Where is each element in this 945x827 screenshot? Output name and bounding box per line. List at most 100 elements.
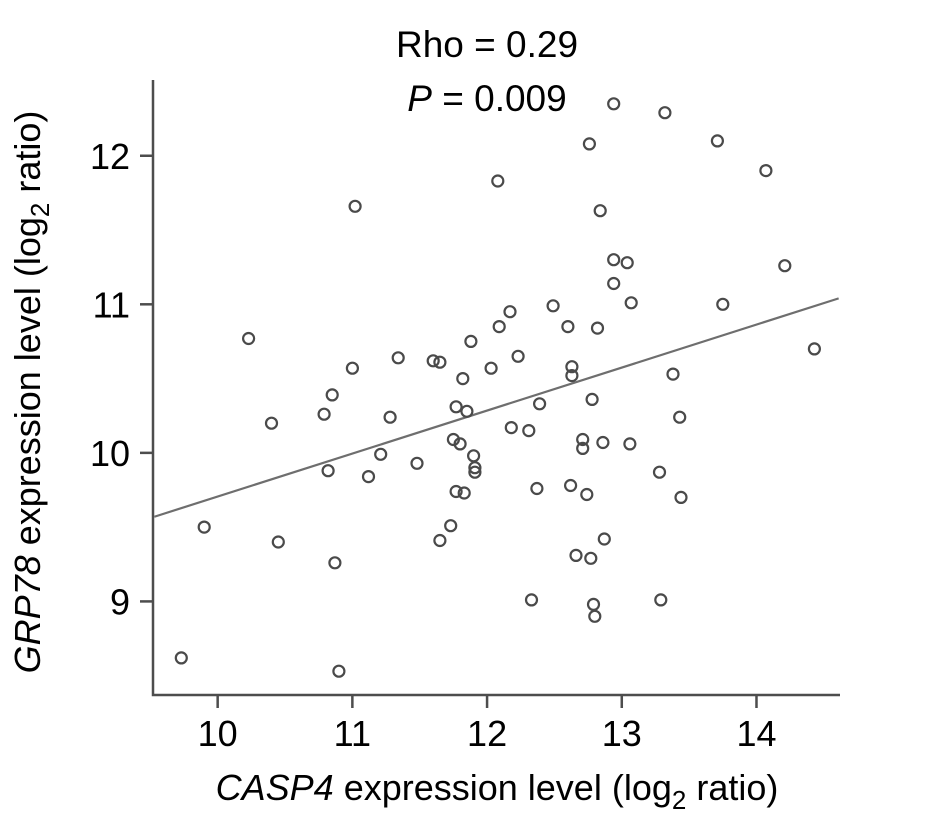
data-point — [652, 465, 667, 479]
data-point — [197, 520, 211, 534]
data-point — [607, 97, 621, 111]
y-axis-gene-name: GRP78 — [7, 555, 48, 673]
data-point — [468, 465, 482, 479]
data-point — [624, 296, 638, 310]
data-point — [511, 349, 525, 363]
data-point — [491, 174, 505, 188]
data-point — [374, 447, 388, 461]
data-point — [174, 651, 188, 665]
data-point — [590, 321, 605, 335]
data-point — [503, 305, 517, 319]
data-point — [433, 355, 447, 369]
data-point — [532, 397, 547, 411]
data-point — [565, 360, 579, 374]
data-point — [576, 432, 590, 447]
data-point — [778, 259, 792, 273]
data-point — [410, 456, 424, 470]
y-tick-label: 9 — [110, 581, 130, 622]
y-axis-log-subscript: 2 — [25, 203, 55, 217]
data-point — [271, 535, 285, 549]
data-point — [468, 461, 482, 475]
x-axis-log-subscript: 2 — [672, 785, 686, 815]
data-point — [666, 367, 680, 381]
data-point — [565, 369, 579, 383]
data-point — [807, 342, 822, 356]
data-point — [759, 164, 773, 178]
data-point — [460, 404, 474, 418]
data-point — [588, 609, 602, 623]
data-point — [658, 106, 672, 120]
data-point — [561, 320, 575, 334]
data-point — [457, 486, 471, 500]
data-point — [345, 361, 359, 375]
data-point — [332, 664, 346, 678]
data-point — [467, 449, 481, 463]
data-point — [580, 487, 594, 502]
data-point — [383, 410, 397, 424]
y-tick-label: 12 — [90, 136, 130, 177]
x-tick-label: 11 — [334, 713, 371, 754]
data-point — [504, 421, 518, 435]
data-point — [585, 392, 599, 406]
data-point — [593, 204, 607, 218]
data-point — [264, 416, 279, 430]
data-point — [522, 424, 536, 438]
x-axis-gene-name: CASP4 — [216, 767, 334, 808]
data-point — [716, 297, 730, 311]
data-point — [569, 548, 583, 563]
data-point — [456, 372, 470, 386]
x-axis-title-text: expression level (log — [334, 767, 672, 808]
data-point — [391, 351, 405, 365]
data-point — [673, 410, 687, 424]
data-point — [325, 388, 339, 402]
plot-area: 10 11 12 13 14 9 10 11 12 — [90, 80, 840, 754]
x-axis-title-tail: ratio) — [686, 767, 778, 808]
data-point — [449, 400, 463, 414]
data-point — [623, 437, 637, 451]
data-point — [597, 532, 611, 546]
data-point — [674, 490, 688, 504]
x-tick-label: 13 — [602, 713, 642, 754]
data-point — [582, 137, 597, 151]
y-tick-label: 10 — [90, 433, 130, 474]
x-tick-label: 12 — [467, 713, 507, 754]
data-point — [607, 253, 621, 267]
y-axis-title-tail: ratio) — [7, 111, 48, 203]
stat-annotation-rho: Rho = 0.29 — [396, 24, 578, 65]
data-point — [654, 593, 668, 607]
data-point — [586, 597, 601, 612]
data-point — [584, 551, 598, 565]
data-point — [361, 470, 376, 484]
stat-annotation-pvalue: P = 0.009 — [407, 78, 566, 119]
x-axis-title: CASP4 expression level (log2 ratio) — [216, 767, 779, 815]
data-point — [449, 484, 463, 499]
data-point — [426, 354, 440, 368]
data-point — [321, 464, 335, 478]
data-point — [576, 441, 590, 455]
data-point — [492, 320, 506, 334]
data-point — [484, 361, 498, 375]
x-tick-label: 14 — [736, 713, 776, 754]
data-point — [433, 533, 447, 548]
data-point — [464, 334, 478, 348]
data-point — [620, 256, 634, 270]
y-axis-title: GRP78 expression level (log2 ratio) — [7, 111, 55, 674]
data-point — [524, 593, 539, 607]
trend-line — [154, 297, 839, 518]
data-point — [710, 134, 725, 148]
y-axis-title-text: expression level (log — [7, 217, 48, 555]
p-value-text: = 0.009 — [432, 78, 567, 119]
data-point — [328, 556, 342, 570]
data-point — [563, 478, 578, 493]
data-point — [317, 407, 331, 421]
data-point — [348, 199, 362, 213]
data-point — [546, 299, 560, 313]
y-tick-label: 11 — [93, 284, 130, 325]
x-tick-label: 10 — [198, 713, 238, 754]
data-point — [444, 519, 458, 533]
data-point — [453, 437, 467, 451]
p-symbol: P — [407, 78, 432, 119]
data-point — [596, 435, 610, 450]
